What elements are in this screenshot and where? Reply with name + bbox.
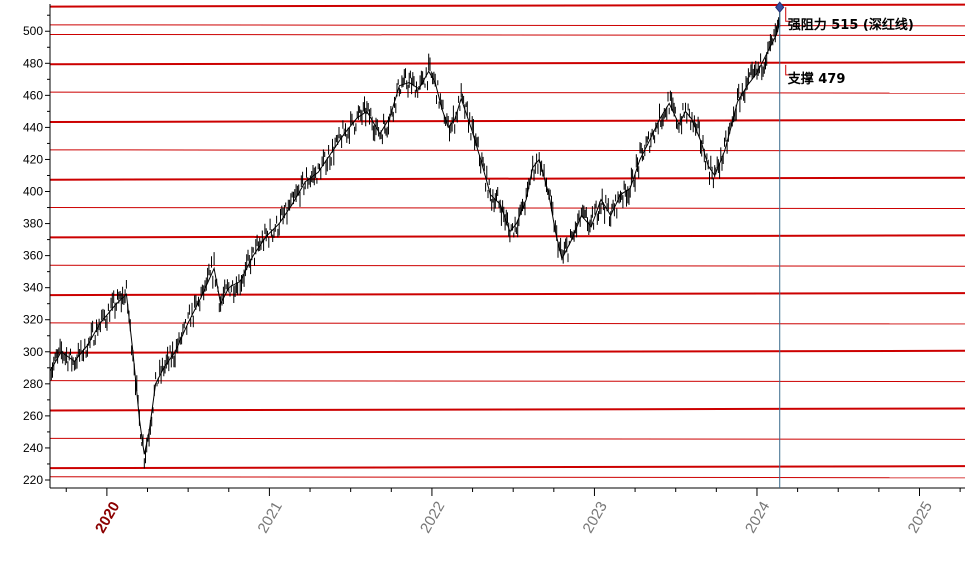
y-tick-label: 240	[23, 441, 43, 455]
thin-level-line	[49, 437, 965, 440]
thin-level-line	[49, 91, 965, 94]
thin-level-line	[49, 149, 965, 152]
thin-level-line	[49, 322, 965, 325]
annotation-leader	[785, 64, 791, 76]
horizontal-level-lines	[49, 3, 965, 479]
chart-axes	[49, 4, 965, 489]
y-tick-label: 320	[23, 313, 43, 327]
price-bars	[49, 12, 781, 469]
y-tick-label: 280	[23, 377, 43, 391]
cursor-layer	[775, 1, 785, 488]
x-tick-label: 2024	[742, 499, 773, 536]
y-tick-label: 300	[23, 345, 43, 359]
x-tick-label: 2021	[254, 499, 285, 536]
cursor-marker	[775, 1, 785, 14]
thin-level-line	[49, 207, 965, 210]
y-axis-ticks: 220 240 260 280 300 320 340 360 380 400 420 440 460 4…	[23, 14, 50, 487]
y-tick-label: 340	[23, 281, 43, 295]
y-tick-label: 500	[23, 24, 43, 38]
price-series	[49, 12, 781, 469]
thin-level-line	[49, 24, 965, 27]
x-tick-label: 2023	[580, 499, 611, 536]
y-tick-label: 480	[23, 56, 43, 70]
y-tick-label: 220	[23, 473, 43, 487]
y-tick-label: 420	[23, 152, 43, 166]
x-tick-label: 2020	[92, 499, 123, 536]
x-axis-ticks: 2020 2021 2022 2023 2024 2025	[65, 488, 961, 536]
thick-level-line	[49, 176, 965, 181]
thick-level-line	[49, 407, 965, 412]
y-tick-label: 360	[23, 249, 43, 263]
y-tick-label: 440	[23, 120, 43, 134]
y-tick-label: 460	[23, 88, 43, 102]
x-tick-label: 2022	[417, 499, 448, 536]
thin-level-line	[49, 33, 965, 36]
annotation-label: 强阻力 515 (深红线)	[788, 17, 914, 33]
thin-level-line	[49, 476, 965, 479]
price-line	[49, 23, 781, 455]
thin-level-line	[49, 380, 965, 383]
thick-level-line	[49, 3, 965, 8]
y-tick-label: 260	[23, 409, 43, 423]
annotations: 强阻力 515 (深红线) 支撑 479	[785, 7, 914, 87]
thick-level-line	[49, 118, 965, 123]
thick-level-line	[49, 465, 965, 470]
thick-level-line	[49, 349, 965, 354]
thick-level-line	[49, 292, 965, 297]
annotation-leader	[785, 7, 791, 22]
thick-level-line	[49, 234, 965, 239]
thick-level-line	[49, 61, 965, 66]
y-tick-label: 400	[23, 185, 43, 199]
thin-level-line	[49, 264, 965, 267]
annotation-label: 支撑 479	[787, 71, 846, 87]
y-tick-label: 380	[23, 217, 43, 231]
x-tick-label: 2025	[905, 499, 936, 536]
